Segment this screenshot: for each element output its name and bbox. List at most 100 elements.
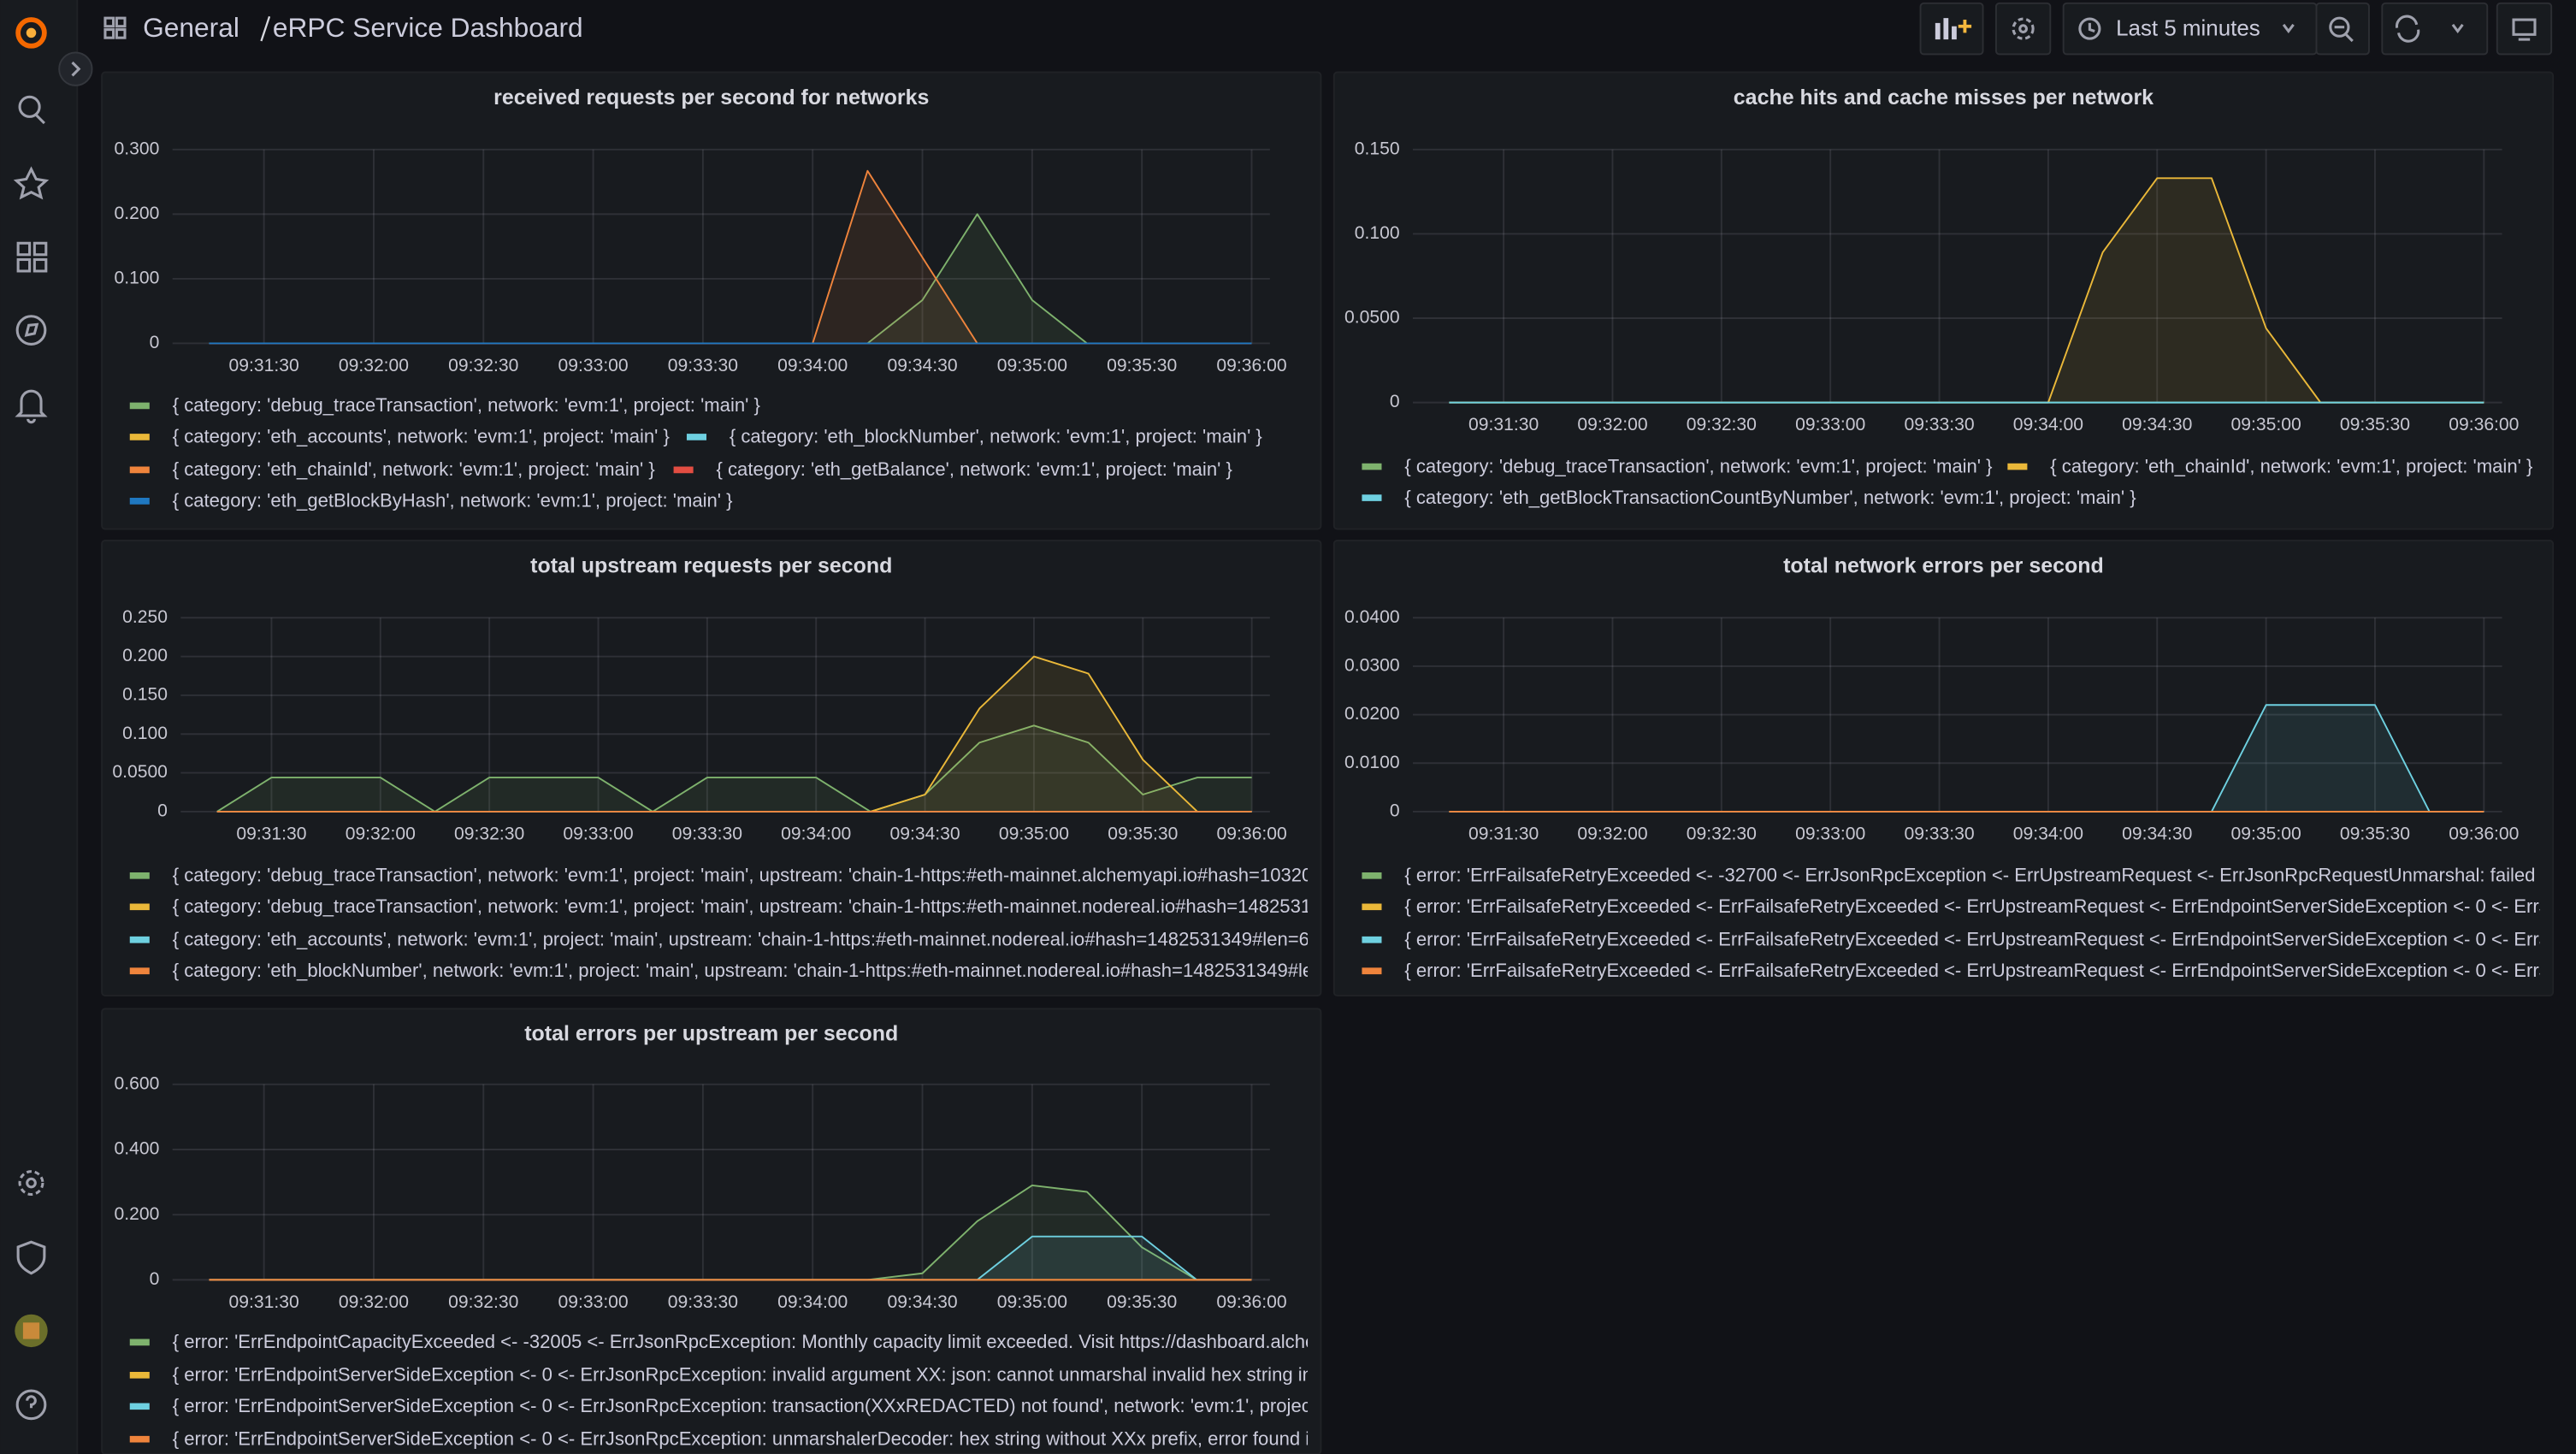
user-avatar[interactable] (15, 1314, 48, 1348)
legend-label: { error: 'ErrFailsafeRetryExceeded <- Er… (1404, 929, 2576, 950)
legend-label: { category: 'debug_traceTransaction', ne… (173, 895, 1311, 917)
legend-label: { category: 'debug_traceTransaction', ne… (173, 394, 760, 416)
series-area (209, 1185, 1252, 1280)
logo-ring (15, 17, 47, 49)
sidebar-toggle[interactable] (58, 51, 93, 86)
x-tick-label: 09:35:30 (1107, 356, 1177, 375)
x-tick-label: 09:32:00 (339, 1292, 409, 1312)
square (115, 16, 127, 28)
panel (101, 1008, 1322, 1454)
sidebar (0, 0, 78, 1454)
legend-label: { error: 'ErrEndpointCapacityExceeded <-… (173, 1331, 1316, 1352)
x-tick-label: 09:32:30 (1687, 824, 1757, 843)
series-area (216, 725, 1252, 812)
settings-button[interactable] (1994, 2, 2052, 56)
square (115, 28, 127, 39)
square (103, 28, 115, 39)
square (16, 257, 32, 273)
dashboard-title[interactable]: eRPC Service Dashboard (273, 12, 583, 43)
legend-label: { category: 'debug_traceTransaction', ne… (1404, 455, 1992, 476)
y-tick-label: 0.300 (115, 139, 160, 158)
handle (2344, 33, 2354, 43)
square (32, 257, 48, 273)
legend-label: { category: 'eth_blockNumber', network: … (730, 426, 1262, 447)
x-tick-label: 09:35:00 (2231, 824, 2301, 843)
dashboards-icon[interactable] (16, 241, 48, 273)
x-tick-label: 09:32:00 (1577, 415, 1647, 434)
x-tick-label: 09:32:30 (448, 356, 518, 375)
x-tick-label: 09:34:30 (889, 824, 960, 843)
toggle-circle (58, 51, 93, 86)
x-tick-label: 09:32:00 (346, 824, 416, 843)
x-tick-label: 09:34:00 (2013, 824, 2083, 843)
y-tick-label: 0.150 (1355, 139, 1400, 158)
x-tick-label: 09:33:30 (1904, 824, 1974, 843)
breadcrumb-folder[interactable]: General (143, 12, 239, 43)
grafana-logo[interactable] (15, 17, 47, 49)
tv-mode-button[interactable] (2496, 2, 2553, 56)
admin-icon[interactable] (16, 1240, 46, 1275)
explore-icon[interactable] (15, 315, 47, 346)
gear (2012, 17, 2035, 40)
breadcrumb-separator (260, 15, 271, 42)
refresh-button[interactable] (2381, 2, 2489, 56)
bar (1952, 26, 1957, 40)
x-tick-label: 09:32:30 (448, 1292, 518, 1312)
legend-label: { category: 'debug_traceTransaction', ne… (173, 865, 1313, 886)
y-tick-label: 0.200 (115, 204, 160, 223)
x-tick-label: 09:33:00 (563, 824, 633, 843)
gear-hub (26, 1177, 37, 1189)
x-tick-label: 09:34:30 (2122, 824, 2192, 843)
x-tick-label: 09:35:00 (997, 356, 1067, 375)
legend-label: { error: 'ErrEndpointServerSideException… (173, 1395, 1341, 1416)
panel-content: total network errors per second 0 0.0100 0.… (1344, 553, 2576, 981)
y-tick-label: 0.600 (115, 1073, 160, 1093)
x-tick-label: 09:36:00 (1216, 1292, 1286, 1312)
x-tick-label: 09:34:00 (781, 824, 851, 843)
y-tick-label: 0.100 (122, 724, 168, 743)
x-tick-label: 09:33:30 (668, 356, 738, 375)
y-tick-label: 0.200 (122, 646, 168, 665)
alerting-icon[interactable] (15, 389, 48, 424)
x-tick-label: 09:36:00 (2449, 824, 2519, 843)
search-icon[interactable] (18, 95, 45, 125)
legend-label: { category: 'eth_chainId', network: 'evm… (173, 458, 655, 480)
legend-label: { category: 'eth_chainId', network: 'evm… (2050, 455, 2532, 476)
screen (2512, 18, 2537, 36)
y-tick-label: 0.0300 (1344, 656, 1400, 676)
legend-label: { category: 'eth_blockNumber', network: … (173, 960, 1314, 981)
legend-label: { category: 'eth_getBlockByHash', networ… (173, 490, 733, 511)
x-tick-label: 09:33:30 (668, 1292, 738, 1312)
y-tick-label: 0 (1390, 392, 1400, 411)
panel-title: total errors per upstream per second (524, 1022, 898, 1046)
help-icon[interactable] (15, 1389, 47, 1421)
x-tick-label: 09:35:30 (1108, 824, 1178, 843)
bar (1935, 22, 1941, 40)
y-tick-label: 0 (157, 801, 168, 821)
configuration-icon[interactable] (18, 1170, 44, 1197)
chevron (2451, 23, 2464, 34)
glass (2329, 16, 2350, 38)
y-tick-label: 0.0100 (1344, 753, 1400, 772)
time-picker[interactable]: Last 5 minutes (2062, 2, 2318, 56)
add-panel-button[interactable] (1919, 2, 1984, 56)
x-tick-label: 09:35:30 (2340, 415, 2410, 434)
zoom-out-button[interactable] (2315, 2, 2370, 56)
legend-label: { error: 'ErrEndpointServerSideException… (173, 1428, 1320, 1450)
x-tick-label: 09:32:00 (339, 356, 409, 375)
y-tick-label: 0.150 (122, 685, 168, 705)
x-tick-label: 09:35:30 (2340, 824, 2410, 843)
starred-icon[interactable] (13, 166, 50, 200)
series-area (209, 214, 1252, 344)
x-tick-label: 09:31:30 (229, 356, 299, 375)
x-tick-label: 09:32:00 (1577, 824, 1647, 843)
x-tick-label: 09:33:30 (672, 824, 742, 843)
avatar-face (22, 1322, 40, 1339)
x-tick-label: 09:34:00 (777, 1292, 848, 1312)
x-tick-label: 09:34:00 (777, 356, 848, 375)
y-tick-label: 0.100 (115, 268, 160, 287)
x-tick-label: 09:36:00 (1217, 824, 1287, 843)
panel-title: total upstream requests per second (530, 553, 892, 577)
